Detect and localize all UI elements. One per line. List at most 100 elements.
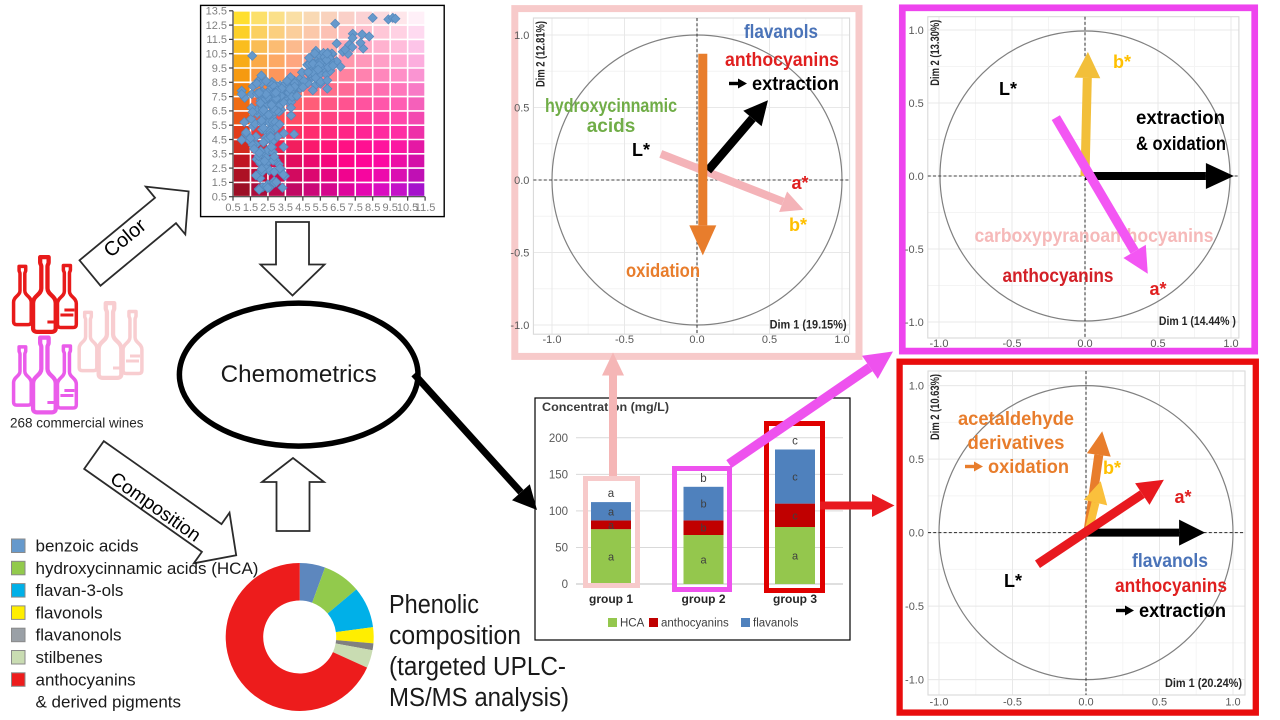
svg-text:anthocyanins: anthocyanins	[1115, 576, 1227, 597]
svg-text:-1.0: -1.0	[905, 317, 924, 329]
svg-text:group 1: group 1	[589, 592, 633, 606]
svg-text:anthocyanins: anthocyanins	[1003, 266, 1114, 287]
svg-text:-0.5: -0.5	[905, 601, 924, 613]
svg-text:Dim 1 (20.24%): Dim 1 (20.24%)	[1165, 678, 1242, 690]
svg-text:Dim 1 (14.44% ): Dim 1 (14.44% )	[1159, 316, 1236, 328]
svg-text:268 commercial wines: 268 commercial wines	[10, 416, 144, 431]
svg-text:anthocyanins: anthocyanins	[661, 618, 729, 630]
svg-text:b*: b*	[1113, 52, 1131, 72]
svg-text:8.5: 8.5	[212, 77, 227, 89]
svg-text:anthocyanins: anthocyanins	[36, 670, 136, 689]
svg-text:Phenolic: Phenolic	[389, 591, 479, 619]
svg-text:a: a	[608, 488, 615, 500]
svg-text:Chemometrics: Chemometrics	[221, 361, 377, 388]
svg-text:b*: b*	[789, 215, 807, 235]
svg-text:1.0: 1.0	[514, 30, 529, 42]
svg-text:-0.5: -0.5	[905, 244, 924, 256]
svg-text:Dim 2 (10.63%): Dim 2 (10.63%)	[930, 374, 942, 440]
svg-text:hydroxycinnamic acids (HCA): hydroxycinnamic acids (HCA)	[36, 559, 259, 578]
svg-text:-0.5: -0.5	[1003, 338, 1022, 350]
svg-text:extraction: extraction	[1136, 108, 1225, 129]
svg-text:stilbenes: stilbenes	[36, 648, 103, 667]
svg-text:0.0: 0.0	[909, 528, 924, 540]
svg-text:oxidation: oxidation	[626, 261, 700, 282]
svg-text:0.0: 0.0	[689, 334, 704, 346]
svg-text:100: 100	[549, 506, 568, 518]
svg-text:& oxidation: & oxidation	[1136, 134, 1226, 155]
svg-text:4.5: 4.5	[295, 202, 310, 214]
svg-text:1.0: 1.0	[909, 25, 924, 37]
svg-text:c: c	[792, 472, 798, 484]
svg-text:0.5: 0.5	[212, 192, 227, 204]
svg-text:c: c	[792, 436, 798, 448]
svg-text:a*: a*	[1149, 279, 1166, 299]
svg-text:7.5: 7.5	[348, 202, 363, 214]
svg-text:2.5: 2.5	[260, 202, 275, 214]
svg-text:4.5: 4.5	[212, 134, 227, 146]
svg-text:-1.0: -1.0	[905, 675, 924, 687]
svg-text:1.0: 1.0	[1225, 697, 1240, 709]
svg-text:b: b	[700, 523, 706, 535]
svg-text:0.5: 0.5	[762, 334, 777, 346]
svg-text:(targeted UPLC-: (targeted UPLC-	[389, 653, 566, 681]
svg-text:200: 200	[549, 433, 568, 445]
svg-text:2.5: 2.5	[212, 163, 227, 175]
svg-text:L*: L*	[999, 79, 1017, 99]
svg-text:1.0: 1.0	[1223, 338, 1238, 350]
svg-text:extraction: extraction	[752, 74, 839, 95]
svg-text:1.0: 1.0	[909, 381, 924, 393]
svg-text:MS/MS analysis): MS/MS analysis)	[389, 684, 569, 712]
svg-text:flavanols: flavanols	[744, 22, 818, 43]
svg-text:flavan-3-ols: flavan-3-ols	[36, 581, 124, 600]
svg-text:0.0: 0.0	[514, 175, 529, 187]
svg-text:c: c	[792, 510, 798, 522]
svg-text:L*: L*	[632, 140, 650, 160]
svg-text:a: a	[792, 551, 799, 563]
svg-text:7.5: 7.5	[212, 91, 227, 103]
svg-text:50: 50	[555, 543, 568, 555]
svg-text:benzoic acids: benzoic acids	[36, 537, 139, 556]
svg-text:1.5: 1.5	[212, 177, 227, 189]
svg-text:0.5: 0.5	[1152, 697, 1167, 709]
svg-text:Dim 2 (13.30%): Dim 2 (13.30%)	[930, 20, 942, 86]
svg-text:flavanols: flavanols	[753, 618, 799, 630]
svg-text:-1.0: -1.0	[543, 334, 562, 346]
svg-text:3.5: 3.5	[212, 149, 227, 161]
svg-text:13.5: 13.5	[206, 6, 227, 18]
svg-text:-0.5: -0.5	[1003, 697, 1022, 709]
svg-text:& derived pigments: & derived pigments	[36, 693, 182, 712]
svg-text:a*: a*	[791, 173, 808, 193]
svg-text:composition: composition	[389, 622, 521, 650]
svg-text:6.5: 6.5	[330, 202, 345, 214]
svg-text:8.5: 8.5	[365, 202, 380, 214]
svg-text:0.0: 0.0	[909, 171, 924, 183]
svg-text:-1.0: -1.0	[930, 697, 949, 709]
svg-text:flavanols: flavanols	[1132, 551, 1208, 572]
svg-text:0.0: 0.0	[1078, 697, 1093, 709]
svg-text:9.5: 9.5	[383, 202, 398, 214]
svg-text:-0.5: -0.5	[510, 248, 529, 260]
svg-text:0.5: 0.5	[909, 98, 924, 110]
svg-text:3.5: 3.5	[278, 202, 293, 214]
svg-text:acids: acids	[587, 116, 636, 137]
svg-text:b*: b*	[1103, 458, 1121, 478]
svg-text:0.5: 0.5	[514, 103, 529, 115]
svg-text:L*: L*	[1004, 571, 1022, 591]
svg-text:-1.0: -1.0	[510, 320, 529, 332]
svg-text:12.5: 12.5	[206, 20, 227, 32]
svg-text:a: a	[608, 520, 615, 532]
svg-text:Concentration (mg/L): Concentration (mg/L)	[542, 400, 669, 414]
svg-text:11.5: 11.5	[415, 202, 436, 214]
svg-text:hydroxycinnamic: hydroxycinnamic	[545, 96, 677, 117]
svg-text:b: b	[700, 499, 706, 511]
svg-text:a: a	[608, 552, 615, 564]
svg-text:anthocyanins: anthocyanins	[725, 50, 839, 71]
svg-text:flavonols: flavonols	[36, 603, 103, 622]
svg-text:0.5: 0.5	[1150, 338, 1165, 350]
svg-text:10.5: 10.5	[206, 49, 227, 61]
svg-text:Dim 1 (19.15%): Dim 1 (19.15%)	[770, 320, 847, 332]
svg-text:HCA: HCA	[620, 618, 645, 630]
svg-text:oxidation: oxidation	[988, 457, 1069, 478]
svg-text:11.5: 11.5	[206, 34, 227, 46]
svg-text:150: 150	[549, 469, 568, 481]
